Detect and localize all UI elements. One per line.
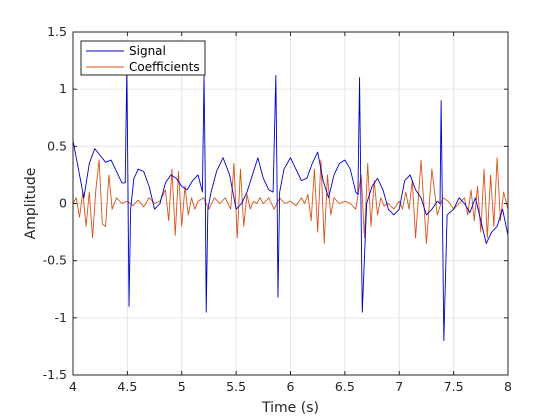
x-tick-label: 5.5 — [226, 379, 246, 394]
x-tick-label: 6.5 — [335, 379, 355, 394]
x-tick-label: 4 — [69, 379, 77, 394]
x-tick-label: 5 — [178, 379, 186, 394]
x-tick-label: 7.5 — [444, 379, 464, 394]
y-tick-label: 1.5 — [47, 24, 67, 39]
legend-box — [80, 40, 206, 76]
y-axis-label: Amplitude — [23, 168, 39, 240]
y-tick-label: -0.5 — [43, 253, 67, 268]
x-tick-label: 4.5 — [117, 379, 137, 394]
series-layer — [72, 68, 509, 342]
legend: Signal Coefficients — [80, 40, 206, 76]
series-line-coefficients — [72, 157, 509, 244]
x-tick-label: 6 — [287, 379, 295, 394]
legend-label-signal: Signal — [129, 44, 166, 58]
legend-label-coefficients: Coefficients — [129, 60, 200, 74]
x-axis-label: Time (s) — [261, 400, 319, 416]
axis-ticks: 4 4.5 5 5.5 6 6.5 7 7.5 8 -1.5 -1 -0.5 0 0.5 1 1.5 — [43, 24, 512, 394]
y-tick-label: 1 — [59, 81, 67, 96]
x-tick-label: 7 — [395, 379, 403, 394]
series-line-signal — [72, 68, 509, 342]
y-tick-label: 0 — [59, 196, 67, 211]
y-tick-label: -1.5 — [43, 367, 67, 382]
y-tick-label: -1 — [55, 310, 67, 325]
y-tick-label: 0.5 — [47, 138, 67, 153]
x-tick-label: 8 — [504, 379, 512, 394]
